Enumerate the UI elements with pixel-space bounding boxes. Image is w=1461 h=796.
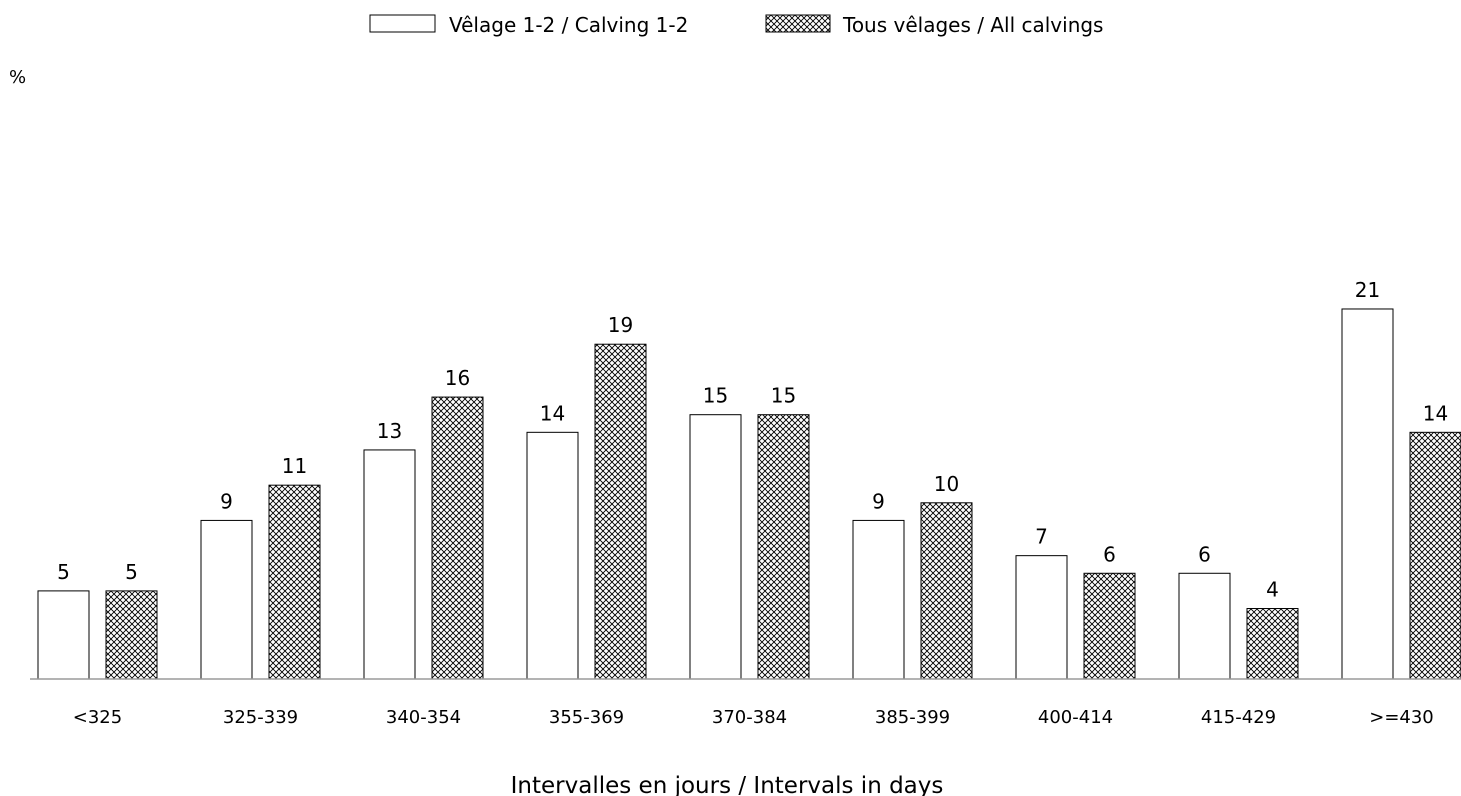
value-label-all-calvings-1: 11 [282,454,307,478]
bar-all-calvings-6 [1083,572,1136,680]
bar-all-calvings-2 [431,396,484,680]
x-tick-label-7: 415-429 [1201,707,1276,728]
bar-calving-1-2-4 [689,414,742,680]
bar-all-calvings-8 [1409,431,1461,680]
value-label-all-calvings-8: 14 [1423,401,1448,425]
bar-all-calvings-7 [1246,608,1299,680]
y-axis-label: % [9,67,26,88]
value-label-calving-1-2-6: 7 [1035,525,1048,549]
bar-calving-1-2-0 [37,590,90,680]
x-axis-label: Intervalles en jours / Intervals in days [511,773,944,796]
x-tick-label-5: 385-399 [875,707,950,728]
bar-calving-1-2-3 [526,431,579,680]
bar-calving-1-2-2 [363,449,416,680]
bar-all-calvings-4 [757,414,810,680]
bar-all-calvings-5 [920,502,973,680]
x-tick-label-3: 355-369 [549,707,624,728]
bar-all-calvings-0 [105,590,158,680]
value-labels-layer: 5 5 9 11 13 16 14 19 15 15 9 10 7 6 6 4 21 14 [57,278,1448,602]
value-label-all-calvings-0: 5 [125,560,138,584]
x-tick-label-8: >=430 [1369,707,1434,728]
bar-calving-1-2-6 [1015,555,1068,680]
value-label-all-calvings-7: 4 [1266,578,1279,602]
value-label-calving-1-2-4: 15 [703,384,728,408]
bar-calving-1-2-8 [1341,308,1394,680]
bar-calving-1-2-1 [200,519,253,680]
value-label-calving-1-2-1: 9 [220,489,233,513]
bar-calving-1-2-5 [852,519,905,680]
bar-calving-1-2-7 [1178,572,1231,680]
value-label-all-calvings-2: 16 [445,366,470,390]
x-tick-label-4: 370-384 [712,707,787,728]
x-tick-label-1: 325-339 [223,707,298,728]
x-tick-label-2: 340-354 [386,707,461,728]
x-tick-labels-layer: <325 325-339 340-354 355-369 370-384 385-399 4… [73,707,1434,728]
legend: Vêlage 1-2 / Calving 1-2 Tous vêlages / … [369,13,1103,37]
value-label-calving-1-2-8: 21 [1355,278,1380,302]
x-tick-label-6: 400-414 [1038,707,1113,728]
bar-all-calvings-1 [268,484,321,680]
value-label-calving-1-2-7: 6 [1198,542,1211,566]
value-label-all-calvings-6: 6 [1103,542,1116,566]
bars-layer [37,308,1461,680]
legend-label-all-calvings: Tous vêlages / All calvings [842,13,1103,37]
x-tick-label-0: <325 [73,707,122,728]
value-label-calving-1-2-2: 13 [377,419,402,443]
legend-swatch-calving-1-2 [369,14,436,33]
legend-label-calving-1-2: Vêlage 1-2 / Calving 1-2 [449,13,688,37]
value-label-all-calvings-4: 15 [771,384,796,408]
value-label-calving-1-2-5: 9 [872,489,885,513]
value-label-calving-1-2-0: 5 [57,560,70,584]
legend-swatch-all-calvings [765,14,831,33]
value-label-all-calvings-3: 19 [608,313,633,337]
value-label-calving-1-2-3: 14 [540,401,565,425]
bar-all-calvings-3 [594,343,647,680]
value-label-all-calvings-5: 10 [934,472,959,496]
